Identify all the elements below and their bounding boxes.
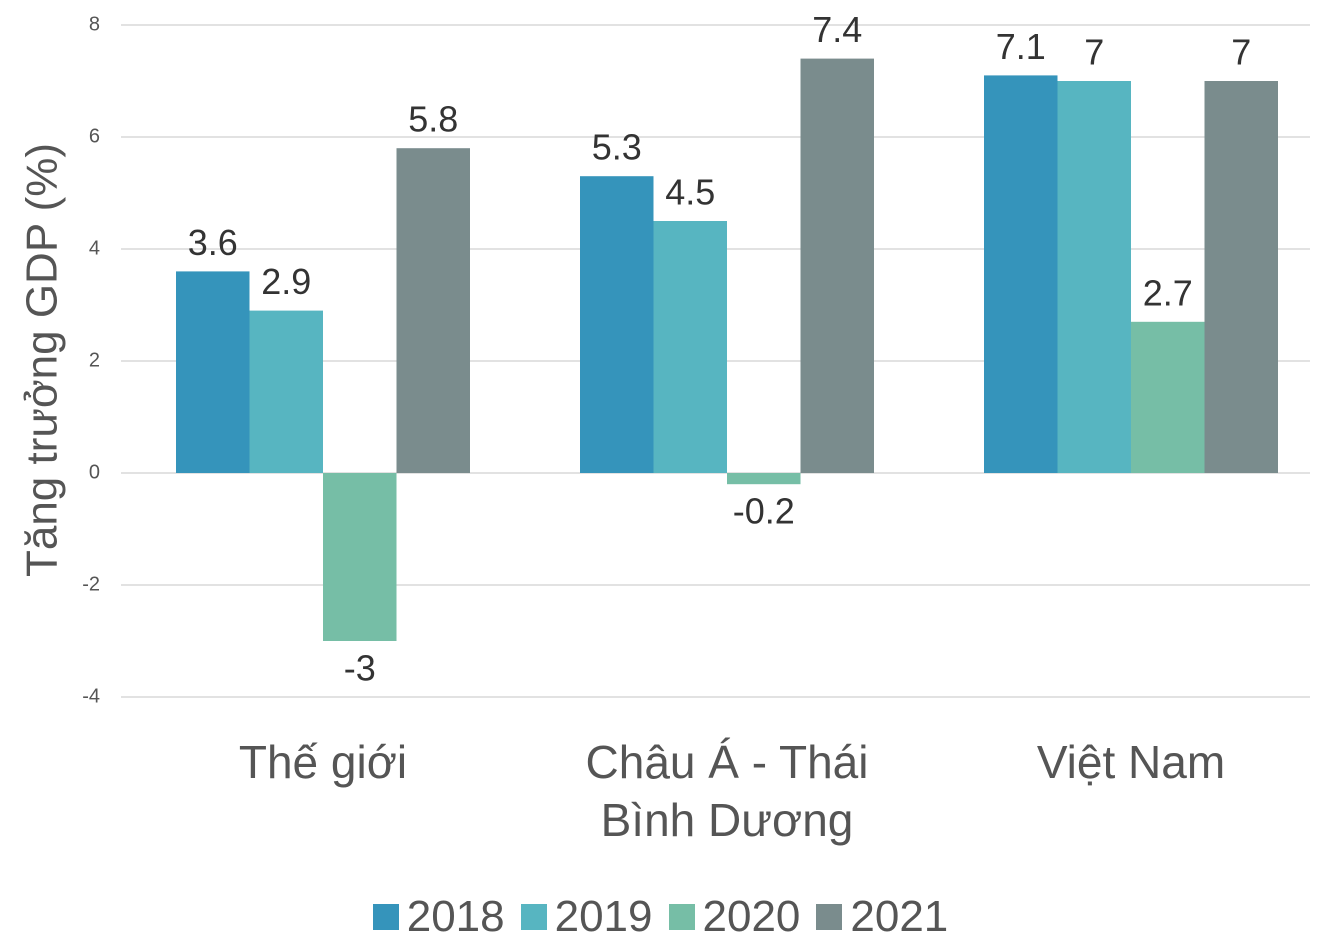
bar [800, 58, 874, 473]
legend-item: 2018 [372, 892, 505, 939]
bar [1057, 81, 1131, 473]
data-label: 7 [1231, 32, 1251, 73]
y-axis-title: Tăng trưởng GDP (%) [18, 143, 67, 577]
x-tick-label: Thế giới [238, 736, 408, 788]
legend-label: 2020 [702, 892, 801, 939]
legend-item: 2019 [520, 892, 653, 939]
legend-label: 2021 [850, 892, 949, 939]
y-tick-label: -4 [82, 685, 100, 707]
legend-swatch [372, 904, 399, 930]
data-label: 7 [1084, 32, 1104, 73]
bar [176, 271, 250, 473]
legend-label: 2018 [406, 892, 505, 939]
bar [984, 75, 1058, 474]
y-tick-label: 4 [89, 237, 100, 259]
bar [1131, 321, 1205, 473]
legend-item: 2021 [816, 892, 948, 939]
data-label: 7.1 [996, 26, 1046, 67]
legend-label: 2019 [554, 892, 653, 939]
bar [396, 148, 470, 473]
data-label: 2.9 [261, 261, 311, 302]
y-tick-label: 0 [89, 461, 100, 483]
legend-swatch [816, 904, 843, 930]
y-tick-label: 6 [89, 125, 100, 147]
data-label: 4.5 [665, 172, 715, 213]
legend: 2018 2019 2020 2021 [0, 892, 1321, 939]
legend-swatch [668, 904, 695, 930]
bar [1204, 81, 1278, 473]
legend-swatch [520, 904, 547, 930]
legend-item: 2020 [668, 892, 801, 939]
data-label: 2.7 [1143, 272, 1193, 313]
y-tick-label: 2 [89, 349, 100, 371]
data-label: 5.3 [592, 127, 642, 168]
bar [727, 473, 801, 485]
bar [653, 221, 727, 473]
bar [580, 176, 654, 473]
bar [323, 473, 397, 641]
data-label: -0.2 [733, 491, 795, 532]
x-tick-label: Việt Nam [1036, 736, 1226, 788]
y-tick-label: -2 [82, 573, 100, 595]
x-tick-label: Châu Á - Thái Bình Dương [585, 736, 869, 846]
data-label: 5.8 [408, 99, 458, 140]
data-label: 3.6 [188, 222, 238, 263]
data-label: 7.4 [812, 9, 862, 50]
data-label: -3 [344, 648, 376, 689]
y-tick-label: 8 [89, 13, 100, 35]
bar [249, 310, 323, 473]
